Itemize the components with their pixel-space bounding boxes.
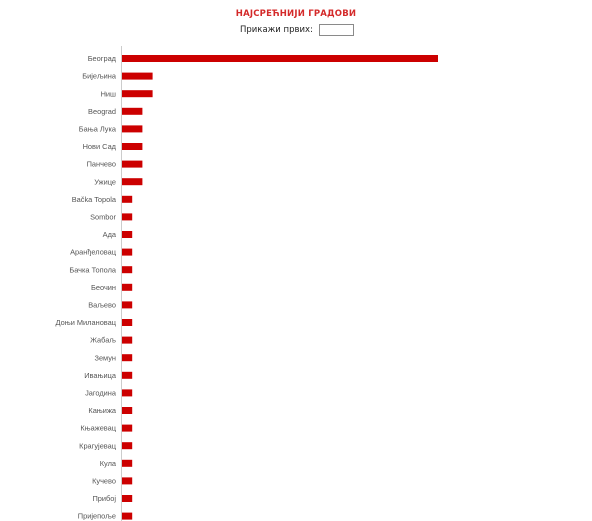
category-label: Кањижа <box>88 406 116 415</box>
category-label: Ивањица <box>84 371 117 380</box>
bar[interactable] <box>122 442 133 450</box>
bar[interactable] <box>122 248 133 256</box>
bar[interactable] <box>122 336 133 344</box>
bar[interactable] <box>122 283 133 291</box>
category-label: Bačka Topola <box>72 195 117 204</box>
bar[interactable] <box>122 160 143 168</box>
bar[interactable] <box>122 231 133 238</box>
bar[interactable] <box>122 354 133 362</box>
show-first-label: Прикажи првих: <box>240 25 313 35</box>
show-first-filter: Прикажи првих: <box>240 24 354 36</box>
category-label: Књажевац <box>80 424 116 433</box>
category-label: Земун <box>94 353 116 362</box>
bar[interactable] <box>122 107 143 115</box>
bar[interactable] <box>122 72 153 80</box>
category-label: Кула <box>100 459 117 468</box>
category-label: Ада <box>103 230 117 239</box>
category-label: Beograd <box>88 107 116 116</box>
category-label: Панчево <box>87 160 116 169</box>
category-label: Ваљево <box>88 301 116 310</box>
bar[interactable] <box>122 389 133 397</box>
bar[interactable] <box>122 90 153 98</box>
category-label: Крагујевац <box>79 441 117 450</box>
bar[interactable] <box>122 477 133 485</box>
bar[interactable] <box>122 266 133 274</box>
bar[interactable] <box>122 512 133 520</box>
category-label: Ниш <box>101 89 116 98</box>
bar[interactable] <box>122 125 143 133</box>
category-label: Бијељина <box>82 72 117 81</box>
category-label: Бања Лука <box>79 125 117 134</box>
show-first-input[interactable] <box>318 24 354 36</box>
category-label: Јагодина <box>85 389 117 398</box>
chart-title: НАЈСРЕЋНИЈИ ГРАДОВИ <box>235 9 357 19</box>
bar[interactable] <box>122 301 133 309</box>
category-label: Беочин <box>91 283 116 292</box>
category-label: Аранђеловац <box>70 248 117 257</box>
bar[interactable] <box>122 178 143 186</box>
category-label: Прибој <box>92 494 116 503</box>
bar[interactable] <box>122 459 133 467</box>
bar[interactable] <box>122 371 133 379</box>
bar[interactable] <box>122 424 133 432</box>
category-label: Кучево <box>92 477 116 486</box>
category-label: Пријепоље <box>78 512 116 521</box>
bar[interactable] <box>122 213 133 221</box>
category-label: Sombor <box>90 213 116 222</box>
category-label: Доњи Милановац <box>56 318 117 327</box>
bar[interactable] <box>122 495 133 502</box>
bar[interactable] <box>122 407 133 414</box>
category-label: Београд <box>88 54 117 63</box>
bar[interactable] <box>122 319 133 326</box>
category-label: Бачка Топола <box>69 265 117 274</box>
category-label: Жабаљ <box>90 336 116 345</box>
category-label: Нови Сад <box>83 142 117 151</box>
bar[interactable] <box>122 55 438 62</box>
bar[interactable] <box>122 195 133 203</box>
bar[interactable] <box>122 143 143 150</box>
category-label: Ужице <box>94 177 116 186</box>
